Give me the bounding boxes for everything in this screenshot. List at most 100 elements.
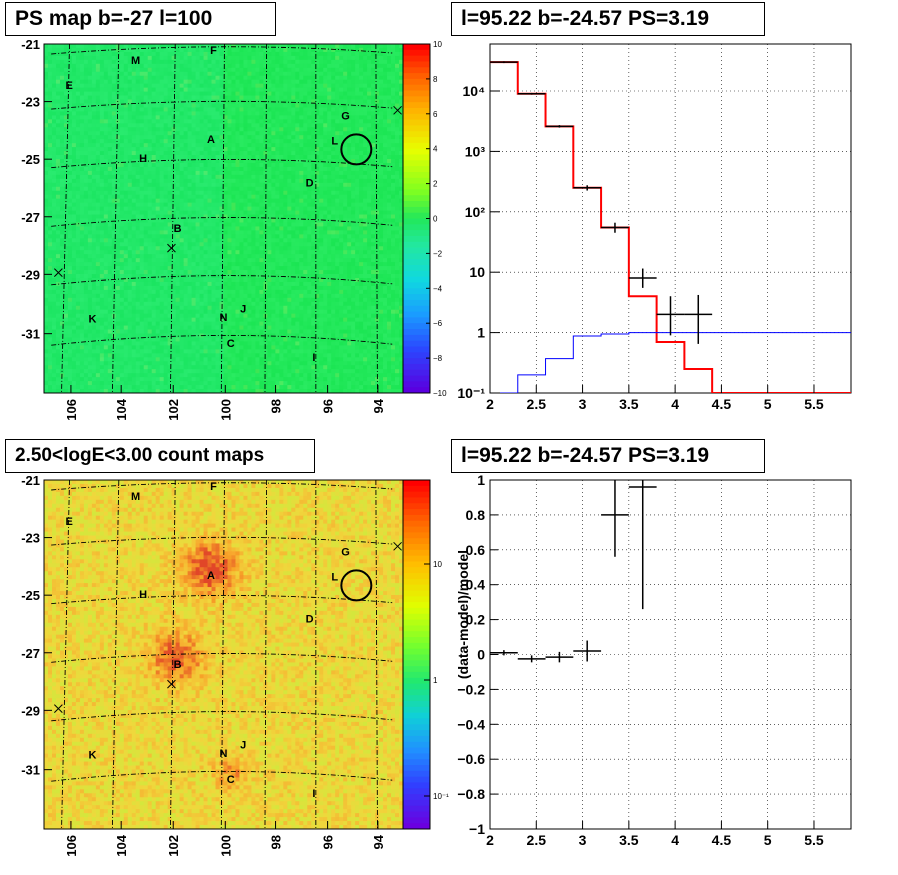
y-tick-label: 10² bbox=[465, 204, 486, 220]
colorbar-segment bbox=[403, 282, 430, 289]
colorbar-segment bbox=[403, 509, 430, 516]
x-tick-label: 3.5 bbox=[619, 396, 639, 412]
y-tick-label: 0.8 bbox=[466, 507, 486, 523]
colorbar-segment bbox=[403, 253, 430, 260]
colorbar-segment bbox=[403, 352, 430, 359]
grid-longitude-line bbox=[375, 480, 378, 829]
y-tick-label: −0.4 bbox=[457, 716, 485, 732]
colorbar-segment bbox=[403, 491, 430, 498]
colorbar-segment bbox=[403, 247, 430, 254]
colorbar-segment bbox=[403, 770, 430, 778]
colorbar-segment bbox=[403, 224, 430, 231]
y-tick-label: 1 bbox=[477, 325, 485, 341]
residual-title: l=95.22 b=-24.57 PS=3.19 bbox=[451, 439, 765, 473]
colorbar-segment bbox=[403, 578, 430, 586]
spectrum-plot-area bbox=[490, 61, 851, 393]
colorbar-label: −6 bbox=[433, 319, 443, 328]
y-tick-label: -25 bbox=[21, 152, 40, 167]
y-tick-label: 0.4 bbox=[466, 577, 486, 593]
colorbar-segment bbox=[403, 276, 430, 283]
colorbar-segment bbox=[403, 125, 430, 132]
colorbar-segment bbox=[403, 334, 430, 342]
colorbar-segment bbox=[403, 706, 430, 714]
colorbar-segment bbox=[403, 590, 430, 597]
colorbar-segment bbox=[403, 765, 430, 772]
colorbar-segment bbox=[403, 44, 430, 51]
colorbar-segment bbox=[403, 625, 430, 632]
colorbar-segment bbox=[403, 683, 430, 690]
colorbar-segment bbox=[403, 584, 430, 592]
colorbar-segment bbox=[403, 613, 430, 621]
colorbar-segment bbox=[403, 671, 430, 679]
source-label-f: F bbox=[210, 45, 217, 57]
colorbar-segment bbox=[403, 712, 430, 719]
count-map-panel: M F E G L A H D B JN K C I -21 -23 -25 -27 -29 -31 106 104 10… bbox=[21, 473, 449, 857]
spectrum-frame bbox=[489, 43, 852, 394]
colorbar-segment bbox=[403, 805, 430, 813]
grid-longitude-line bbox=[220, 480, 225, 829]
source-label-m: M bbox=[131, 491, 140, 503]
x-tick-label: 4.5 bbox=[712, 396, 732, 412]
source-label-b: B bbox=[174, 659, 182, 671]
colorbar-frame bbox=[402, 479, 431, 830]
y-axis-label: (data-model)/model bbox=[455, 550, 471, 679]
y-tick-label: -21 bbox=[21, 473, 40, 488]
x-tick-label: 102 bbox=[166, 399, 181, 421]
x-tick-label: 98 bbox=[269, 399, 284, 413]
coordinate-grid bbox=[51, 480, 393, 829]
colorbar-segment bbox=[403, 189, 430, 196]
colorbar-segment bbox=[403, 329, 430, 336]
x-tick-label: 3 bbox=[579, 396, 587, 412]
x-tick-label: 100 bbox=[218, 835, 233, 857]
colorbar-segment bbox=[403, 823, 430, 830]
colorbar-segment bbox=[403, 741, 430, 749]
model-source-histogram bbox=[490, 332, 851, 393]
coordinate-grid bbox=[51, 44, 393, 393]
colorbar-label: −8 bbox=[433, 354, 443, 363]
colorbar-segment bbox=[403, 794, 430, 801]
colorbar-segment bbox=[403, 631, 430, 638]
x-tick-label: 5 bbox=[764, 396, 772, 412]
colorbar-segment bbox=[403, 532, 430, 539]
colorbar-segment bbox=[403, 799, 430, 807]
source-label-n: N bbox=[220, 748, 228, 760]
colorbar-segment bbox=[403, 654, 430, 661]
colorbar-segment bbox=[403, 753, 430, 760]
colorbar-segment bbox=[403, 549, 430, 557]
source-label-f: F bbox=[210, 481, 217, 493]
source-label-a: A bbox=[207, 570, 215, 582]
colorbar-segment bbox=[403, 323, 430, 330]
x-tick-label: 96 bbox=[321, 399, 336, 413]
x-tick-label: 94 bbox=[371, 398, 386, 413]
colorbar-segment bbox=[403, 735, 430, 743]
colorbar-segment bbox=[403, 131, 430, 138]
grid-longitude-line bbox=[61, 44, 70, 393]
source-label-c: C bbox=[227, 338, 235, 350]
source-label-d: D bbox=[306, 614, 314, 626]
y-tick-label: -23 bbox=[21, 531, 40, 546]
y-tick-label: 10 bbox=[469, 264, 485, 280]
source-label-i: I bbox=[312, 788, 315, 800]
colorbar-segment bbox=[403, 567, 430, 574]
colorbar-segment bbox=[403, 555, 430, 562]
residual-panel: 2 2.5 3 3.5 4 4.5 5 5.5 1 0.8 0.6 0.4 0.2 0 −0.2 −0.4 −0… bbox=[455, 472, 852, 848]
grid-latitude-line bbox=[51, 482, 393, 491]
cross-marker bbox=[167, 679, 176, 689]
colorbar-segment bbox=[403, 299, 430, 307]
colorbar-segment bbox=[403, 497, 430, 504]
colorbar-segment bbox=[403, 137, 430, 144]
colorbar-segment bbox=[403, 759, 430, 766]
spectrum-grid bbox=[489, 44, 851, 394]
colorbar-segment bbox=[403, 102, 430, 109]
grid-latitude-line bbox=[51, 334, 393, 346]
colorbar-segment bbox=[403, 154, 430, 161]
y-tick-label: 10³ bbox=[465, 143, 486, 159]
colorbar-segment bbox=[403, 358, 430, 365]
source-label-h: H bbox=[139, 589, 147, 601]
colorbar-label: 8 bbox=[433, 75, 438, 84]
y-tick-label: -21 bbox=[21, 37, 40, 52]
colorbar-segment bbox=[403, 747, 430, 754]
colorbar-label: 2 bbox=[433, 180, 438, 189]
grid-longitude-line bbox=[220, 44, 225, 393]
